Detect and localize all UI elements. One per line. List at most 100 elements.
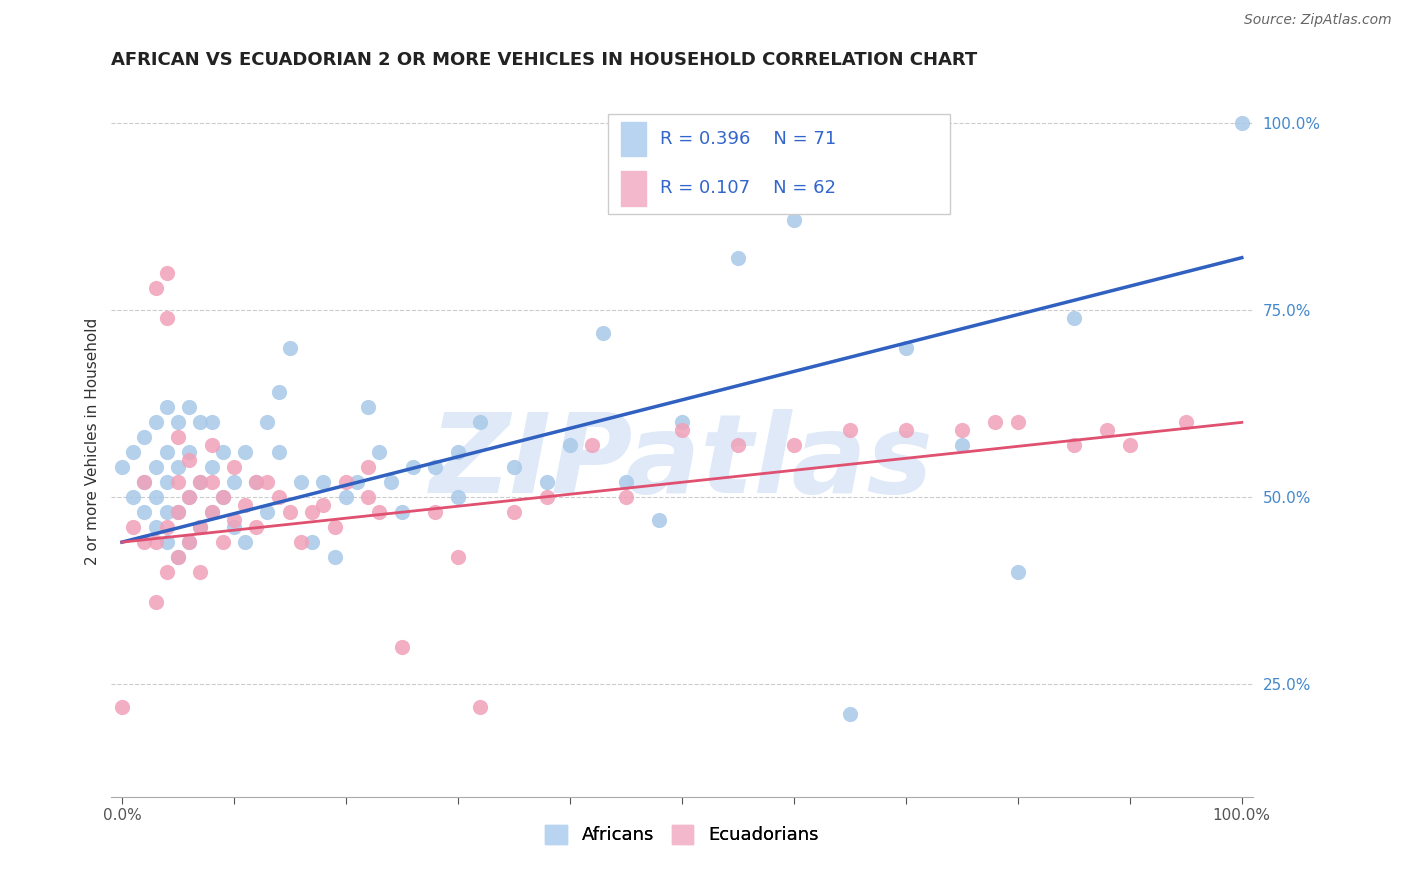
Point — [167, 550, 190, 565]
Point — [145, 280, 167, 294]
Legend: Africans, Ecuadorians: Africans, Ecuadorians — [538, 818, 825, 852]
Point — [200, 460, 222, 475]
Point — [156, 266, 179, 280]
Point — [233, 535, 256, 549]
Point — [222, 460, 245, 475]
Point — [233, 445, 256, 459]
Point — [167, 550, 190, 565]
Point — [335, 475, 357, 490]
Point — [145, 416, 167, 430]
Point — [222, 520, 245, 534]
Point — [357, 401, 380, 415]
Point — [156, 401, 179, 415]
Text: ZIPatlas: ZIPatlas — [430, 409, 934, 516]
Point — [156, 445, 179, 459]
FancyBboxPatch shape — [607, 114, 950, 213]
Point — [447, 490, 470, 504]
Point — [346, 475, 368, 490]
Point — [145, 595, 167, 609]
Point — [312, 475, 335, 490]
Point — [156, 520, 179, 534]
Point — [179, 535, 201, 549]
Point — [245, 475, 267, 490]
Point — [671, 423, 693, 437]
Point — [502, 460, 524, 475]
Point — [179, 490, 201, 504]
Point — [323, 520, 346, 534]
Point — [156, 310, 179, 325]
Point — [134, 505, 156, 519]
Point — [447, 550, 470, 565]
Point — [380, 475, 402, 490]
Point — [614, 475, 637, 490]
Point — [200, 416, 222, 430]
Point — [188, 520, 211, 534]
Point — [256, 475, 278, 490]
Text: R = 0.107    N = 62: R = 0.107 N = 62 — [661, 179, 837, 197]
Point — [188, 565, 211, 579]
Point — [179, 490, 201, 504]
Point — [211, 490, 233, 504]
Point — [391, 640, 413, 654]
Point — [671, 416, 693, 430]
Point — [134, 535, 156, 549]
Point — [894, 423, 917, 437]
Point — [838, 707, 860, 722]
Point — [402, 460, 425, 475]
Point — [290, 475, 312, 490]
Point — [156, 565, 179, 579]
Point — [312, 498, 335, 512]
Point — [391, 505, 413, 519]
Point — [200, 438, 222, 452]
Point — [1063, 310, 1085, 325]
Point — [267, 445, 290, 459]
Point — [278, 505, 301, 519]
Point — [1097, 423, 1119, 437]
Point — [357, 490, 380, 504]
Point — [727, 438, 749, 452]
Point — [290, 535, 312, 549]
Point — [156, 475, 179, 490]
Point — [179, 452, 201, 467]
Point — [111, 699, 134, 714]
Point — [357, 460, 380, 475]
Point — [179, 401, 201, 415]
Point — [335, 490, 357, 504]
Point — [256, 416, 278, 430]
Point — [783, 438, 806, 452]
Point — [179, 445, 201, 459]
Point — [1230, 116, 1253, 130]
Point — [188, 520, 211, 534]
Point — [894, 341, 917, 355]
Point — [167, 460, 190, 475]
Point — [188, 416, 211, 430]
Point — [111, 460, 134, 475]
Point — [211, 445, 233, 459]
Point — [122, 520, 145, 534]
Point — [167, 430, 190, 444]
Point — [1174, 416, 1197, 430]
Point — [368, 505, 391, 519]
Point — [425, 460, 447, 475]
Point — [950, 423, 973, 437]
Point — [200, 475, 222, 490]
Point — [122, 445, 145, 459]
Point — [167, 505, 190, 519]
FancyBboxPatch shape — [621, 121, 647, 156]
Point — [502, 505, 524, 519]
Point — [167, 416, 190, 430]
Point — [425, 505, 447, 519]
Point — [188, 475, 211, 490]
Point — [145, 460, 167, 475]
Point — [950, 438, 973, 452]
Point — [301, 505, 323, 519]
Point — [323, 550, 346, 565]
Point — [245, 520, 267, 534]
Point — [200, 505, 222, 519]
Point — [783, 213, 806, 227]
Point — [301, 535, 323, 549]
Point — [134, 475, 156, 490]
Point — [122, 490, 145, 504]
Point — [558, 438, 581, 452]
Point — [536, 475, 558, 490]
